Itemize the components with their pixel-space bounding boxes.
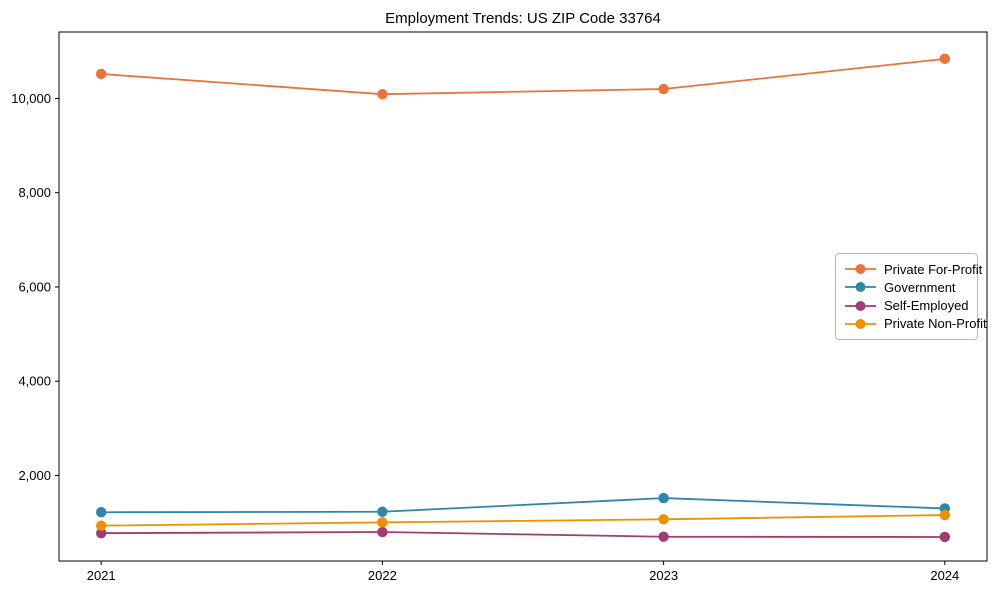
- x-tick-label: 2023: [649, 568, 678, 583]
- y-tick-label: 2,000: [18, 468, 51, 483]
- x-tick-label: 2021: [87, 568, 116, 583]
- series-line-self-employed: [101, 531, 945, 538]
- legend-line-marker-icon: [845, 318, 876, 329]
- legend-line-marker-icon: [845, 282, 876, 293]
- data-point-private-for-profit: [95, 68, 107, 80]
- data-point-government: [658, 492, 669, 504]
- legend-item-government: Government: [845, 278, 969, 296]
- legend-item-private-for-profit: Private For-Profit: [845, 260, 982, 278]
- data-point-private-non-profit: [95, 520, 107, 531]
- chart-title: Employment Trends: US ZIP Code 33764: [385, 10, 661, 27]
- data-point-self-employed: [377, 526, 388, 538]
- data-point-self-employed: [658, 531, 669, 542]
- axes-spines: [58, 31, 988, 562]
- data-point-private-for-profit: [377, 89, 388, 100]
- series-line-private-for-profit: [101, 57, 945, 96]
- y-tick-label: 8,000: [18, 185, 51, 200]
- legend-item-self-employed: Self-Employed: [845, 297, 969, 315]
- x-tick-label: 2024: [930, 568, 959, 583]
- data-point-private-for-profit: [939, 53, 951, 65]
- legend-item-private-non-profit: Private Non-Profit: [845, 315, 987, 333]
- data-point-government: [377, 506, 388, 517]
- y-tick-label: 10,000: [11, 91, 51, 106]
- y-tick-label: 6,000: [18, 279, 51, 294]
- legend-label: Private Non-Profit: [884, 316, 987, 332]
- y-tick-label: 4,000: [18, 374, 51, 389]
- data-point-private-for-profit: [658, 83, 669, 95]
- legend-label: Self-Employed: [884, 298, 969, 314]
- data-point-self-employed: [939, 531, 951, 543]
- data-point-private-non-profit: [658, 514, 669, 525]
- data-point-self-employed: [95, 527, 107, 539]
- x-tick-label: 2022: [368, 568, 397, 583]
- legend-line-marker-icon: [845, 264, 876, 274]
- series-line-government: [101, 497, 945, 514]
- series-line-private-non-profit: [101, 514, 945, 527]
- data-point-government: [95, 507, 107, 518]
- legend-line-marker-icon: [845, 300, 876, 311]
- legend-label: Government: [884, 279, 956, 295]
- data-point-private-non-profit: [377, 517, 388, 528]
- data-point-private-non-profit: [939, 509, 951, 521]
- legend-label: Private For-Profit: [884, 261, 983, 277]
- legend: Private For-Profit Government Self-Employe…: [835, 253, 987, 340]
